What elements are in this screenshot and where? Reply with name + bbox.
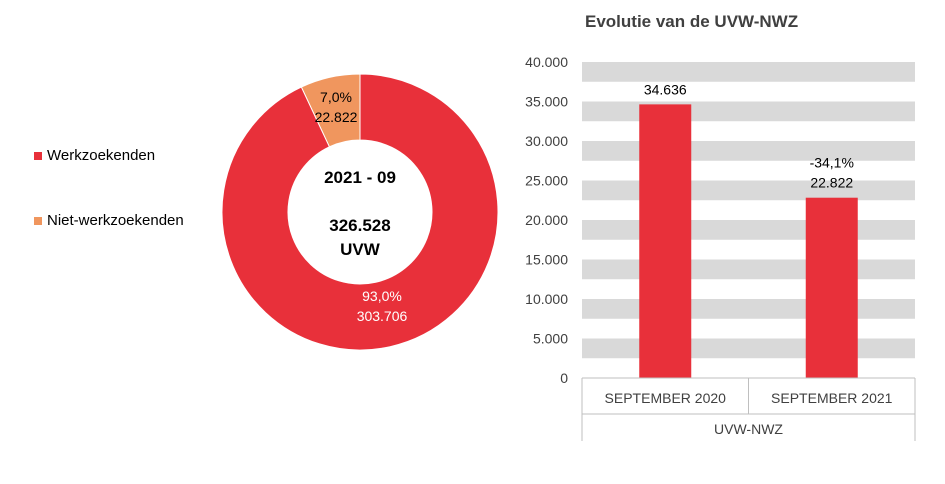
y-tick-label: 20.000 (525, 212, 568, 228)
slice-label-niet-werkzoekenden-value: 22.822 (315, 109, 358, 125)
bar-data-label: -34,1% (810, 155, 854, 171)
slice-label-werkzoekenden-percent: 93,0% (362, 288, 402, 304)
donut-legend: Werkzoekenden Niet-werkzoekenden (34, 147, 197, 230)
grid-band (582, 141, 915, 161)
donut-center-label: UVW (340, 240, 381, 259)
bar-data-label: 22.822 (810, 175, 853, 191)
x-tick-label: SEPTEMBER 2020 (605, 390, 727, 406)
donut-center-period: 2021 - 09 (324, 168, 396, 187)
donut-chart: 2021 - 09 326.528 UVW 93,0% 303.706 7,0%… (221, 73, 499, 351)
grid-bands (582, 62, 915, 359)
legend-swatch-niet-werkzoekenden (34, 217, 42, 225)
bar-september-2020 (639, 104, 692, 378)
bar-data-labels: 34.636 -34,1% 22.822 (644, 81, 854, 190)
slice-label-werkzoekenden-value: 303.706 (357, 308, 408, 324)
donut-slice-werkzoekenden (221, 73, 499, 351)
x-axis: SEPTEMBER 2020 SEPTEMBER 2021 UVW-NWZ (581, 377, 916, 441)
grid-band (582, 62, 915, 82)
donut-center-total: 326.528 (329, 216, 390, 235)
y-tick-label: 40.000 (525, 54, 568, 70)
legend-label-niet-werkzoekenden: Niet-werkzoekenden (47, 212, 184, 229)
bars (639, 104, 858, 378)
legend-item-werkzoekenden: Werkzoekenden (34, 147, 197, 165)
y-tick-label: 5.000 (533, 331, 568, 347)
bar-chart: 0 5.000 10.000 15.000 20.000 25.000 30.000 35.0… (525, 54, 916, 441)
y-tick-label: 10.000 (525, 291, 568, 307)
y-tick-label: 0 (560, 370, 568, 386)
y-tick-label: 35.000 (525, 94, 568, 110)
grid-band (582, 220, 915, 240)
y-tick-label: 30.000 (525, 133, 568, 149)
y-axis-ticks: 0 5.000 10.000 15.000 20.000 25.000 30.000 35.0… (525, 54, 568, 386)
y-tick-label: 15.000 (525, 252, 568, 268)
grid-band (582, 338, 915, 359)
bar-chart-title: Evolutie van de UVW-NWZ (585, 12, 799, 31)
bar-september-2021 (805, 197, 858, 378)
y-tick-label: 25.000 (525, 173, 568, 189)
grid-band (582, 101, 915, 122)
slice-label-niet-werkzoekenden-percent: 7,0% (320, 89, 352, 105)
bar-data-label: 34.636 (644, 81, 687, 97)
legend-swatch-werkzoekenden (34, 152, 42, 160)
legend-label-werkzoekenden: Werkzoekenden (47, 147, 156, 164)
x-group-label: UVW-NWZ (714, 421, 783, 437)
legend-item-niet-werkzoekenden: Niet-werkzoekenden (34, 212, 197, 230)
grid-band (582, 180, 915, 201)
x-tick-label: SEPTEMBER 2021 (771, 390, 893, 406)
grid-band (582, 259, 915, 280)
donut-slices (221, 73, 499, 351)
grid-band (582, 299, 915, 319)
